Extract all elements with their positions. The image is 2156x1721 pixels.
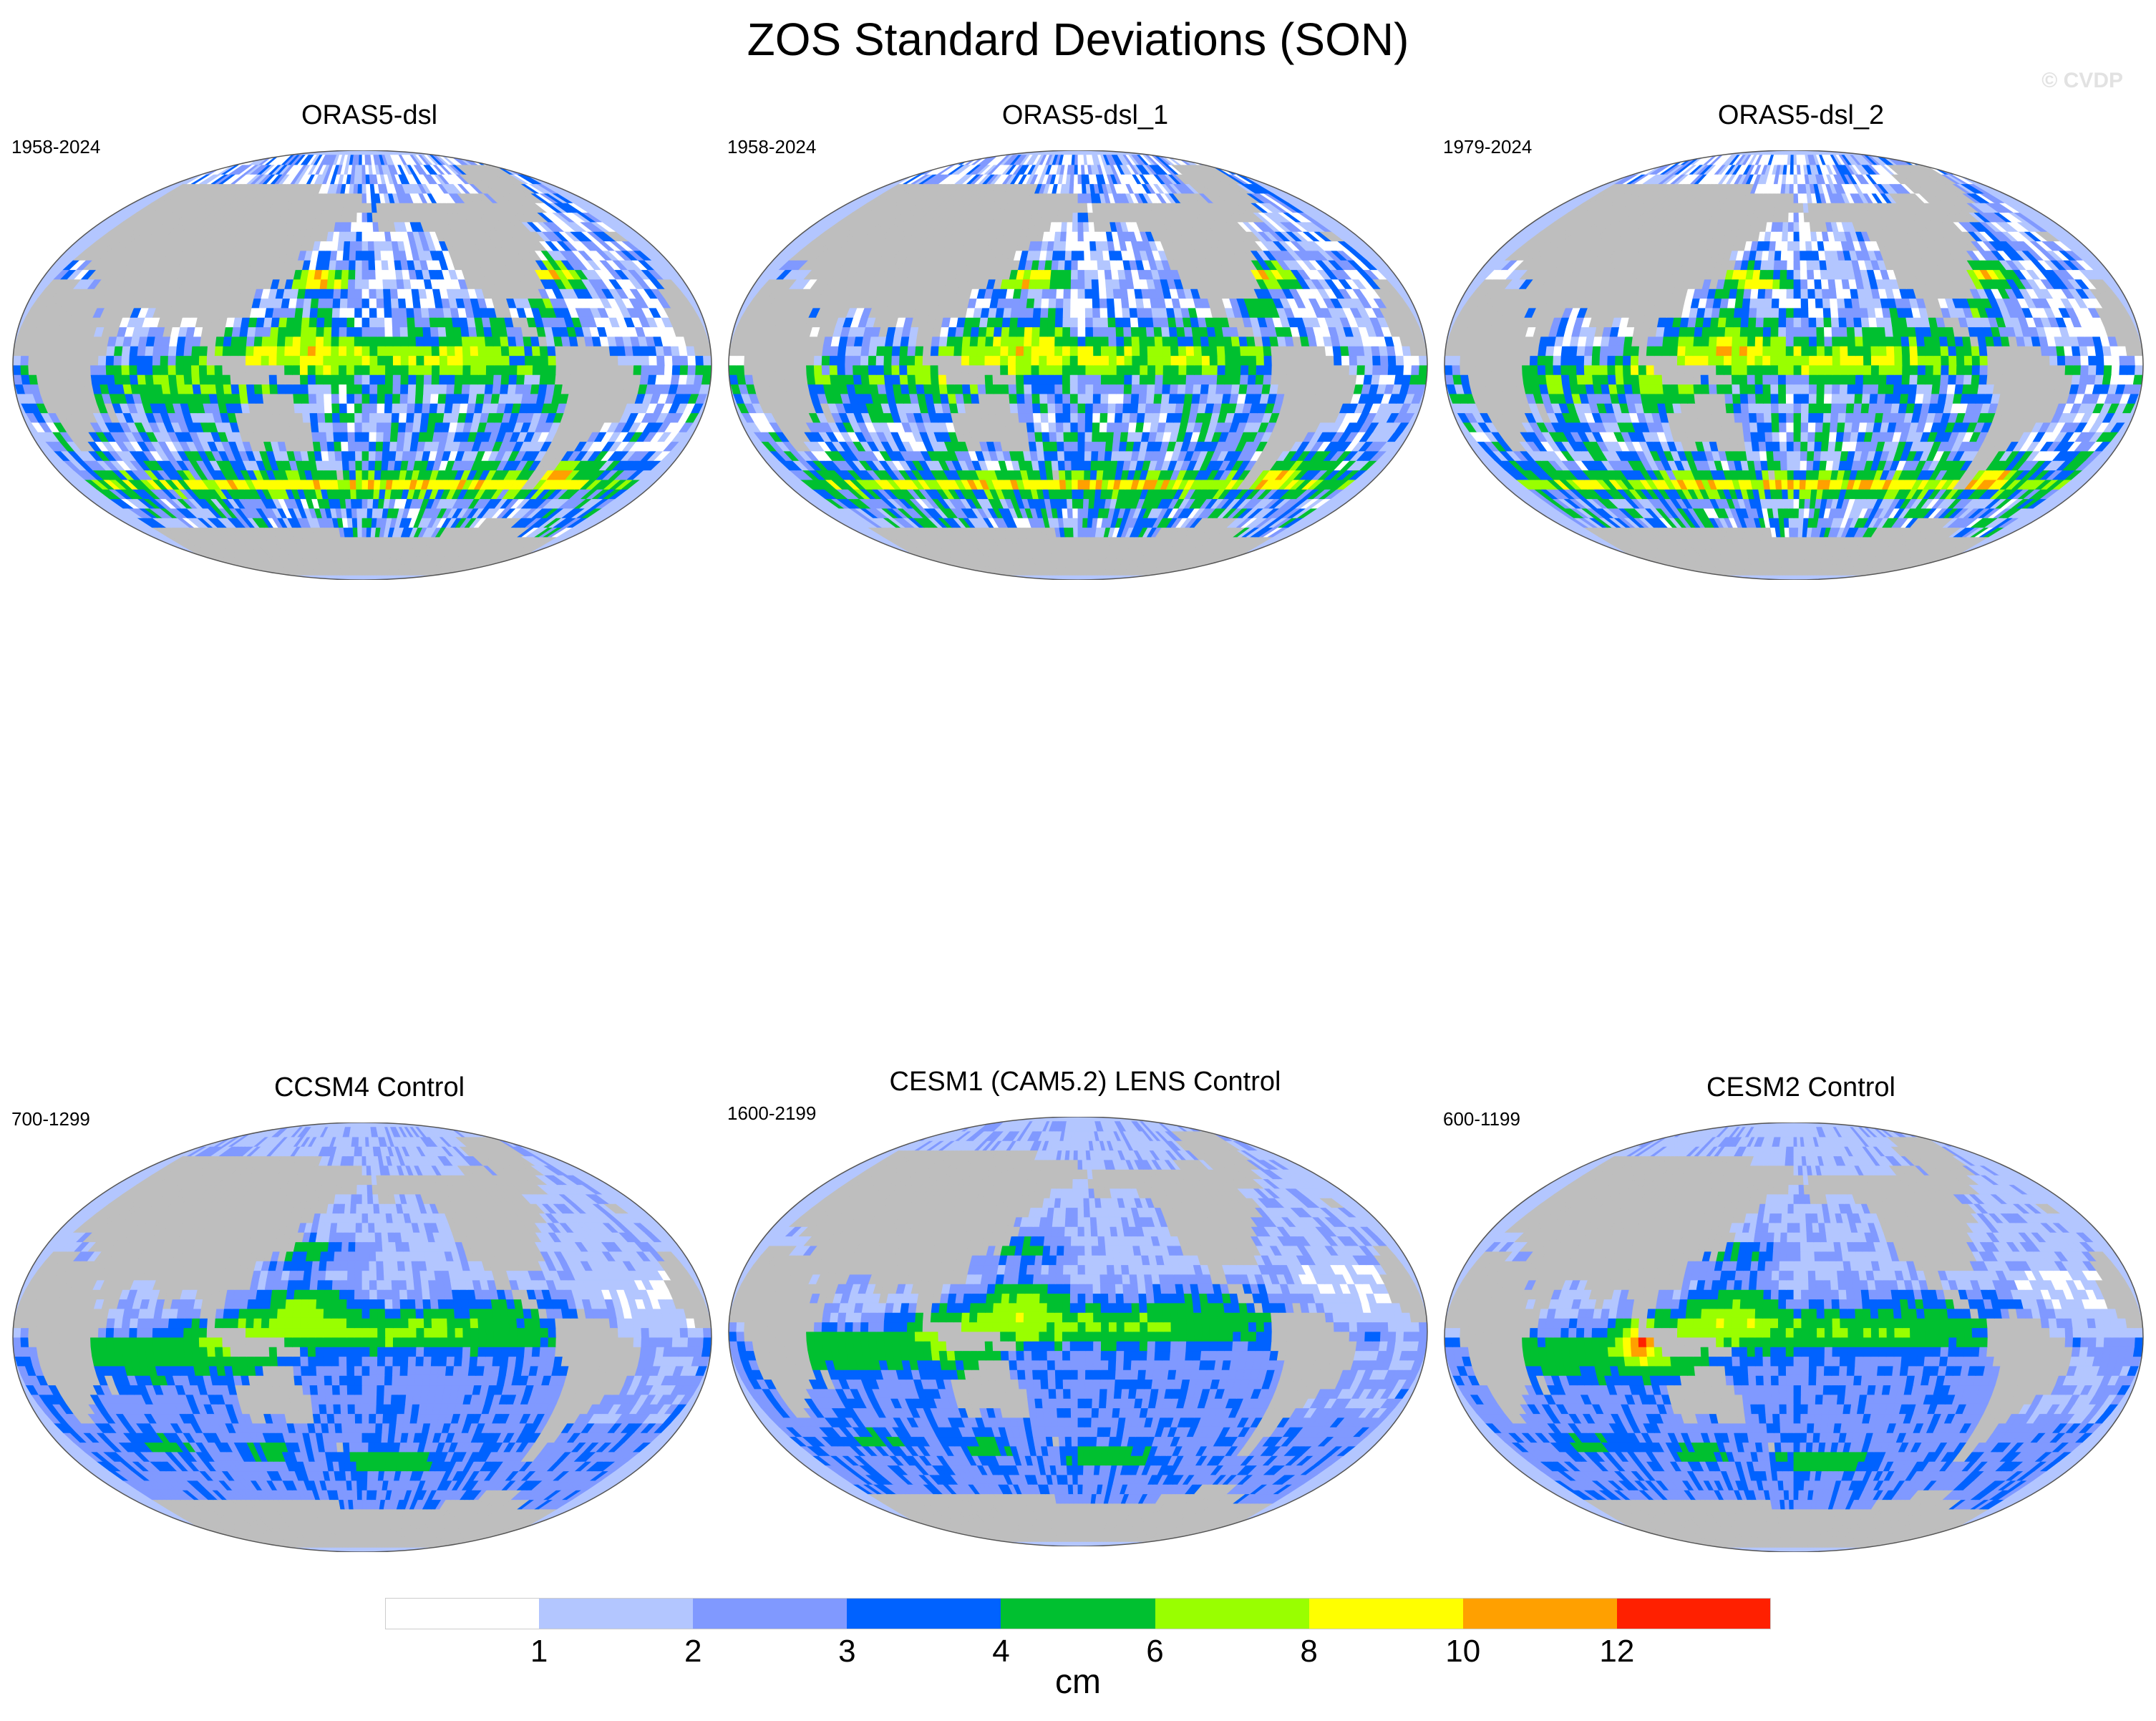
map-panel-cesm1-lens-control: CESM1 (CAM5.2) LENS Control 1600-2199 [727, 1067, 1443, 1553]
world-map [728, 1117, 1428, 1546]
map-panel-oras5-dsl-2: ORAS5-dsl_2 1979-2024 [1443, 100, 2156, 587]
map-outline [1444, 150, 2144, 580]
world-map [728, 150, 1428, 580]
colorbar [385, 1598, 1772, 1629]
panel-title: CCSM4 Control [11, 1072, 727, 1103]
figure-title: ZOS Standard Deviations (SON) [0, 13, 2156, 66]
map-outline [1444, 1123, 2144, 1552]
colorbar-tick-label: 1 [496, 1634, 582, 1669]
colorbar-tick-label: 12 [1574, 1634, 1660, 1669]
panel-years: 700-1299 [11, 1108, 90, 1130]
colorbar-tick-label: 2 [650, 1634, 736, 1669]
world-map [1444, 150, 2144, 580]
map-panel-ccsm4-control: CCSM4 Control 700-1299 [11, 1072, 727, 1559]
panel-title: ORAS5-dsl [11, 100, 727, 131]
world-map [1444, 1123, 2144, 1552]
zos-field [1444, 155, 2143, 576]
zos-field [729, 155, 1427, 576]
map-outline [12, 150, 712, 580]
colorbar-box-1 [539, 1598, 694, 1629]
panel-years: 1958-2024 [727, 136, 816, 158]
panel-title: CESM1 (CAM5.2) LENS Control [727, 1067, 1443, 1097]
colorbar-box-8 [1616, 1598, 1772, 1629]
colorbar-box-7 [1462, 1598, 1618, 1629]
colorbar-box-6 [1308, 1598, 1464, 1629]
panel-years: 1600-2199 [727, 1102, 816, 1125]
panel-title: ORAS5-dsl_2 [1443, 100, 2156, 131]
colorbar-tick-label: 6 [1112, 1634, 1198, 1669]
colorbar-box-2 [693, 1598, 848, 1629]
colorbar-tick-label: 8 [1266, 1634, 1352, 1669]
world-map [12, 150, 712, 580]
colorbar-tick-label: 3 [804, 1634, 890, 1669]
panel-years: 600-1199 [1443, 1108, 1520, 1130]
colorbar-box-3 [847, 1598, 1001, 1629]
colorbar-outline [385, 1598, 1771, 1629]
panel-years: 1958-2024 [11, 136, 100, 158]
zos-field [13, 155, 712, 576]
map-outline [12, 1123, 712, 1552]
panel-title: CESM2 Control [1443, 1072, 2156, 1103]
colorbar-units: cm [0, 1662, 2156, 1702]
map-panel-oras5-dsl: ORAS5-dsl 1958-2024 [11, 100, 727, 587]
map-outline [728, 1117, 1428, 1546]
colorbar-tick-label: 10 [1420, 1634, 1506, 1669]
colorbar-box-0 [385, 1598, 540, 1629]
cvdp-watermark: © CVDP [2041, 69, 2123, 93]
zos-field [1444, 1127, 2143, 1548]
zos-field [729, 1121, 1427, 1542]
colorbar-box-5 [1155, 1598, 1310, 1629]
panel-title: ORAS5-dsl_1 [727, 100, 1443, 131]
map-panel-cesm2-control: CESM2 Control 600-1199 [1443, 1072, 2156, 1559]
panel-years: 1979-2024 [1443, 136, 1532, 158]
world-map [12, 1123, 712, 1552]
map-outline [728, 150, 1428, 580]
map-panel-oras5-dsl-1: ORAS5-dsl_1 1958-2024 [727, 100, 1443, 587]
colorbar-box-4 [1001, 1598, 1156, 1629]
colorbar-tick-label: 4 [958, 1634, 1044, 1669]
